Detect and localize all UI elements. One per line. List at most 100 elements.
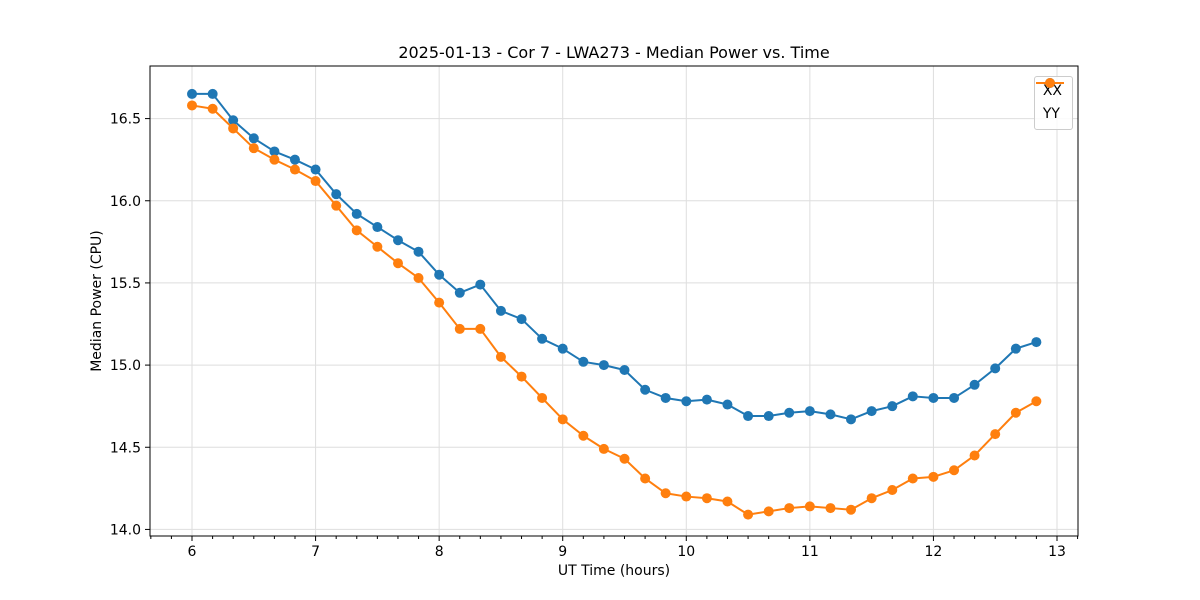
data-point-xx xyxy=(351,208,362,219)
data-point-yy xyxy=(928,471,939,482)
data-point-yy xyxy=(187,100,198,111)
data-point-xx xyxy=(289,154,300,165)
y-axis-label: Median Power (CPU) xyxy=(89,230,105,372)
data-point-xx xyxy=(1010,343,1021,354)
data-point-xx xyxy=(619,365,630,376)
series-line-xx xyxy=(192,92,1037,421)
data-point-yy xyxy=(289,164,300,175)
data-point-xx xyxy=(578,356,589,367)
data-point-xx xyxy=(372,222,383,233)
y-tick-label: 16.0 xyxy=(110,194,141,210)
data-point-yy xyxy=(578,430,589,441)
x-tick-label: 9 xyxy=(558,544,567,560)
data-point-yy xyxy=(413,272,424,283)
data-point-xx xyxy=(310,164,321,175)
legend: XX YY xyxy=(1033,76,1073,130)
data-point-xx xyxy=(454,287,465,298)
data-point-xx xyxy=(495,305,506,316)
data-point-yy xyxy=(660,488,671,499)
x-tick-label: 6 xyxy=(188,544,197,560)
data-point-yy xyxy=(269,154,280,165)
data-point-xx xyxy=(537,333,548,344)
data-point-yy xyxy=(475,323,486,334)
y-tick-label: 16.5 xyxy=(110,112,141,128)
data-point-yy xyxy=(825,503,836,514)
data-point-xx xyxy=(269,146,280,157)
data-point-xx xyxy=(681,396,692,407)
data-point-yy xyxy=(722,496,733,507)
data-point-yy xyxy=(557,414,568,425)
data-point-xx xyxy=(784,407,795,418)
chart-title: 2025-01-13 - Cor 7 - LWA273 - Median Pow… xyxy=(398,43,830,62)
data-point-yy xyxy=(681,491,692,502)
data-point-xx xyxy=(598,360,609,371)
x-axis-label: UT Time (hours) xyxy=(557,563,671,579)
data-point-xx xyxy=(393,235,404,246)
legend-label: YY xyxy=(1042,106,1060,122)
data-point-xx xyxy=(763,411,774,422)
data-point-xx xyxy=(248,133,259,144)
data-point-yy xyxy=(846,504,857,515)
data-point-xx xyxy=(990,363,1001,374)
data-point-xx xyxy=(743,411,754,422)
data-point-yy xyxy=(1031,396,1042,407)
data-point-xx xyxy=(557,343,568,354)
data-point-xx xyxy=(187,88,198,99)
y-tick-label: 15.5 xyxy=(110,276,141,292)
data-point-yy xyxy=(804,501,815,512)
data-point-xx xyxy=(701,394,712,405)
data-point-xx xyxy=(516,314,527,325)
data-point-yy xyxy=(763,506,774,517)
data-point-xx xyxy=(825,409,836,420)
legend-item-yy: YY xyxy=(1035,78,1064,124)
data-point-xx xyxy=(928,392,939,403)
data-point-yy xyxy=(434,297,445,308)
data-point-xx xyxy=(331,189,342,200)
data-point-yy xyxy=(949,465,960,476)
x-tick-label: 12 xyxy=(925,544,943,560)
data-point-xx xyxy=(475,279,486,290)
data-point-yy xyxy=(372,241,383,252)
x-tick-label: 11 xyxy=(801,544,819,560)
x-tick-label: 10 xyxy=(677,544,695,560)
data-point-xx xyxy=(907,391,918,402)
x-tick-label: 13 xyxy=(1048,544,1066,560)
data-point-yy xyxy=(1010,407,1021,418)
data-point-yy xyxy=(248,143,259,154)
data-point-yy xyxy=(907,473,918,484)
data-point-yy xyxy=(990,429,1001,440)
x-tick-label: 8 xyxy=(435,544,444,560)
data-point-yy xyxy=(784,503,795,514)
data-point-xx xyxy=(969,379,980,390)
data-point-yy xyxy=(331,200,342,211)
data-point-yy xyxy=(537,392,548,403)
data-point-xx xyxy=(660,392,671,403)
data-point-yy xyxy=(310,176,321,187)
plot-border xyxy=(149,65,1079,537)
data-point-yy xyxy=(701,493,712,504)
y-tick-label: 14.0 xyxy=(110,522,141,538)
data-point-xx xyxy=(434,269,445,280)
data-point-yy xyxy=(640,473,651,484)
y-tick-label: 15.0 xyxy=(110,358,141,374)
y-tick-label: 14.5 xyxy=(110,440,141,456)
data-point-yy xyxy=(454,323,465,334)
data-point-xx xyxy=(207,88,218,99)
data-point-xx xyxy=(722,399,733,410)
data-point-xx xyxy=(228,115,239,126)
data-point-yy xyxy=(495,351,506,362)
data-point-yy xyxy=(743,509,754,520)
data-point-yy xyxy=(351,225,362,236)
data-point-xx xyxy=(1031,337,1042,348)
data-point-xx xyxy=(949,392,960,403)
data-point-xx xyxy=(640,384,651,395)
data-point-xx xyxy=(866,406,877,417)
legend-line-marker-icon xyxy=(1035,78,1064,88)
x-tick-label: 7 xyxy=(311,544,320,560)
data-point-xx xyxy=(887,401,898,412)
data-point-xx xyxy=(846,414,857,425)
data-point-yy xyxy=(969,450,980,461)
data-point-yy xyxy=(516,371,527,382)
